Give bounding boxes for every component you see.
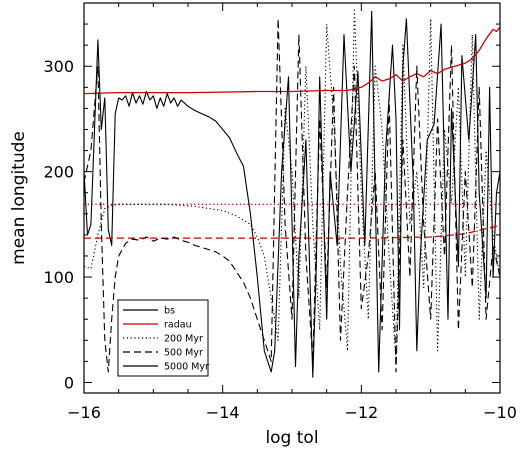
x-axis-label: log tol <box>265 428 318 448</box>
legend-label-radau: radau <box>164 320 192 331</box>
series-line-bs-500-myr <box>84 18 500 373</box>
y-tick-label: 200 <box>43 163 74 182</box>
series-line-bs-5000-myr <box>84 10 500 378</box>
axis-ticks: −16 −14 −12 −10 0 100 200 300 <box>43 3 517 422</box>
x-tick-label: −10 <box>483 403 517 422</box>
y-axis-label: mean longitude <box>9 131 29 265</box>
x-tick-label: −14 <box>206 403 240 422</box>
x-tick-label: −12 <box>344 403 378 422</box>
y-tick-label: 0 <box>64 373 74 392</box>
legend-label-200-myr: 200 Myr <box>164 334 203 345</box>
legend: bs radau 200 Myr 500 Myr 5000 Myr <box>117 299 209 377</box>
series-line-radau-radau <box>84 26 500 95</box>
x-tick-label: −16 <box>67 403 101 422</box>
series-line-bs-200-myr <box>84 7 500 362</box>
legend-label-bs: bs <box>164 306 175 317</box>
series-layer <box>84 7 500 378</box>
legend-label-5000-myr: 5000 Myr <box>164 362 209 373</box>
legend-box <box>117 299 209 377</box>
legend-label-500-myr: 500 Myr <box>164 348 203 359</box>
y-tick-label: 300 <box>43 57 74 76</box>
y-tick-label: 100 <box>43 268 74 287</box>
